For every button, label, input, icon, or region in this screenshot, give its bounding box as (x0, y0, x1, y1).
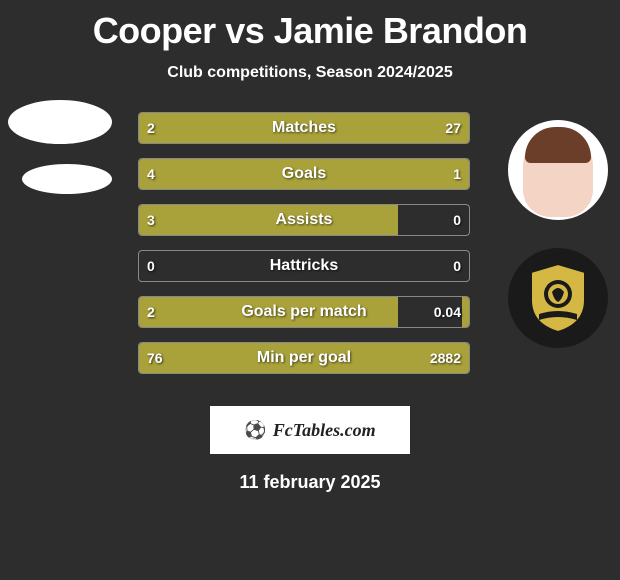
subtitle: Club competitions, Season 2024/2025 (0, 64, 620, 82)
bar-value-left: 2 (147, 297, 155, 327)
brand-text: FcTables.com (273, 420, 376, 441)
bar-value-left: 76 (147, 343, 163, 373)
bar-label: Min per goal (139, 343, 469, 373)
bars-container: Matches227Goals41Assists30Hattricks00Goa… (138, 112, 470, 388)
bar-value-right: 1 (453, 159, 461, 189)
bar-row: Hattricks0 0 (138, 250, 470, 282)
bar-row: Goals per match2 0.04 (138, 296, 470, 328)
bar-value-left: 2 (147, 113, 155, 143)
bar-label: Matches (139, 113, 469, 143)
bar-value-right: 0 (453, 251, 461, 281)
bar-value-right: 27 (445, 113, 461, 143)
bar-row: Matches2 27 (138, 112, 470, 144)
brand-badge: ⚽ FcTables.com (210, 406, 410, 454)
bar-label: Goals per match (139, 297, 469, 327)
bar-value-right: 0 (453, 205, 461, 235)
page-title: Cooper vs Jamie Brandon (0, 0, 620, 52)
bar-value-right: 2882 (430, 343, 461, 373)
bar-row: Goals4 1 (138, 158, 470, 190)
bar-row: Min per goal76 2882 (138, 342, 470, 374)
bar-label: Assists (139, 205, 469, 235)
date-text: 11 february 2025 (0, 472, 620, 493)
bar-value-right: 0.04 (434, 297, 461, 327)
comparison-chart: Matches227Goals41Assists30Hattricks00Goa… (0, 112, 620, 392)
bar-label: Goals (139, 159, 469, 189)
bar-value-left: 3 (147, 205, 155, 235)
bar-row: Assists3 0 (138, 204, 470, 236)
soccer-ball-icon: ⚽ (244, 420, 266, 441)
bar-label: Hattricks (139, 251, 469, 281)
bar-value-left: 0 (147, 251, 155, 281)
bar-value-left: 4 (147, 159, 155, 189)
